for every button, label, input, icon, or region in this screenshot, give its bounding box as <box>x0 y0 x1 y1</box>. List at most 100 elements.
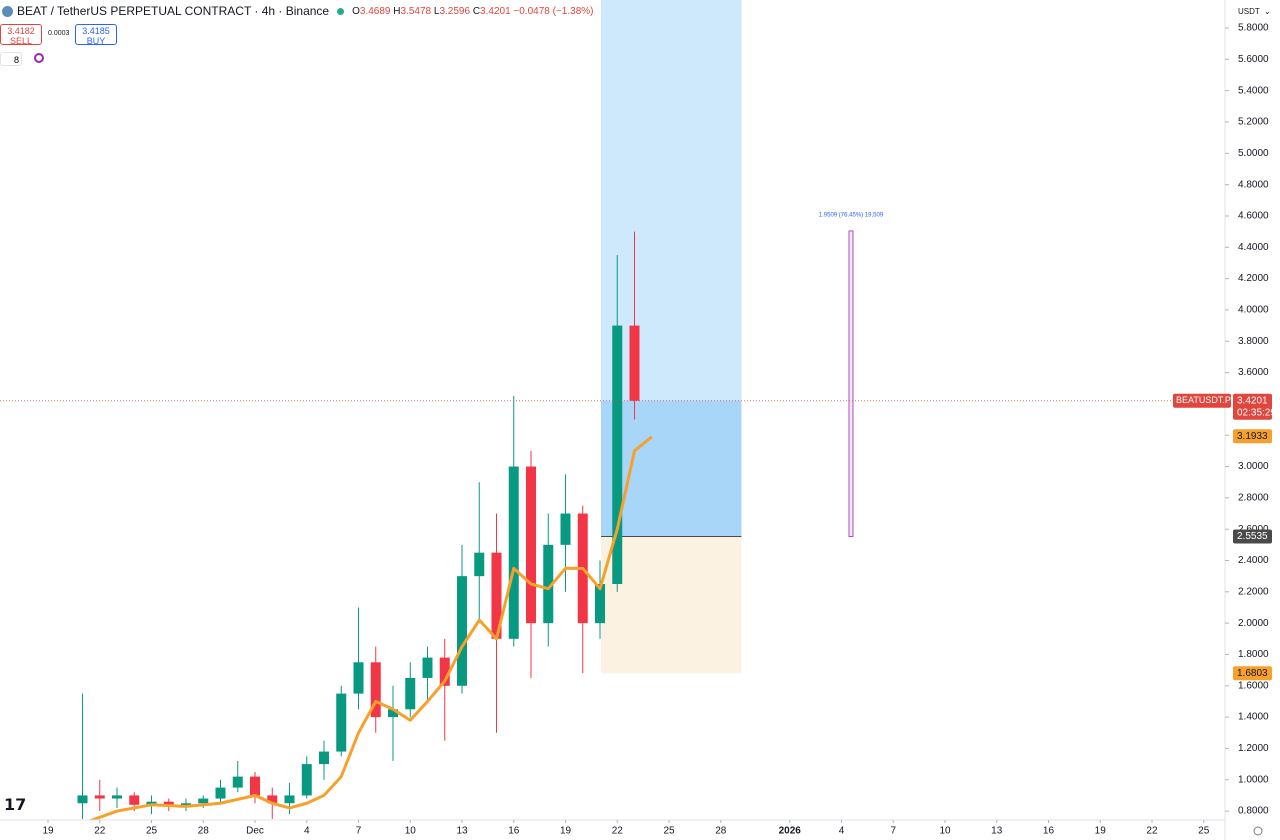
o-label: O <box>352 5 360 17</box>
buy-button[interactable]: 3.4185 BUY <box>75 24 117 46</box>
legend: BEAT / TetherUS PERPETUAL CONTRACT · 4h … <box>0 4 593 18</box>
change: −0.0478 (−1.38%) <box>513 5 594 17</box>
price-label: 1.6803 <box>1237 668 1268 679</box>
candle-body <box>491 552 502 639</box>
candle-body <box>129 795 140 805</box>
x-tick-label: 13 <box>456 826 468 837</box>
tv-logo: 𝟭𝟳 <box>4 797 26 814</box>
y-tick-label: 1.4000 <box>1238 712 1269 723</box>
countdown: 02:35:29 <box>1237 407 1276 418</box>
price-label-box <box>1233 529 1272 544</box>
candle-body <box>370 662 381 718</box>
measure-bar <box>848 230 854 537</box>
candle-body <box>284 795 295 804</box>
y-tick-label: 4.4000 <box>1238 242 1269 253</box>
x-tick-label: 22 <box>1146 826 1158 837</box>
y-tick-label: 5.2000 <box>1238 117 1269 128</box>
spread: 0.0003 <box>48 30 70 37</box>
h-value: 3.5478 <box>400 5 432 17</box>
y-tick-label: 1.2000 <box>1238 743 1269 754</box>
x-tick-label: 16 <box>508 826 520 837</box>
open-profit-zone <box>601 400 742 537</box>
indicators-toggle[interactable]: 8 <box>0 52 22 66</box>
y-tick-label: 5.0000 <box>1238 148 1269 159</box>
refresh-icon[interactable] <box>34 53 44 63</box>
candle-body <box>319 751 330 765</box>
x-tick-label: 2026 <box>779 826 802 837</box>
y-tick-label: 4.6000 <box>1238 211 1269 222</box>
candle-body <box>232 776 243 788</box>
candle-body <box>629 325 640 401</box>
candle-body <box>198 798 209 804</box>
candle-body <box>250 776 261 796</box>
c-value: 3.4201 <box>480 5 511 17</box>
sell-label: SELL <box>9 36 33 46</box>
x-tick-label: 10 <box>939 826 951 837</box>
candle-body <box>163 801 174 807</box>
x-tick-label: 4 <box>304 826 310 837</box>
x-tick-label: 10 <box>405 826 417 837</box>
x-tick-label: 19 <box>1095 826 1107 837</box>
y-tick-label: 0.8000 <box>1238 806 1269 817</box>
y-tick-label: 1.6000 <box>1238 680 1269 691</box>
l-value: 3.2596 <box>439 5 471 17</box>
l-label: L <box>433 5 440 17</box>
candle-body <box>77 795 88 804</box>
x-tick-label: Dec <box>246 826 264 837</box>
x-tick-label: 25 <box>1198 826 1210 837</box>
y-tick-label: 4.8000 <box>1238 179 1269 190</box>
currency[interactable]: USDT <box>1238 7 1260 16</box>
candle-body <box>457 576 468 686</box>
plot: 1.9509 (76.45%) 19,509 <box>77 0 884 820</box>
c-label: C <box>472 5 481 17</box>
x-tick-label: 25 <box>663 826 675 837</box>
sell-button[interactable]: 3.4182 SELL <box>0 24 42 46</box>
y-tick-label: 2.6000 <box>1238 524 1269 535</box>
x-tick-label: 16 <box>1043 826 1055 837</box>
y-tick-label: 2.8000 <box>1238 492 1269 503</box>
moving-average <box>88 435 653 820</box>
x-tick-label: 13 <box>991 826 1003 837</box>
candle-body <box>353 662 364 694</box>
candle-body <box>336 693 347 752</box>
candle-body <box>215 787 226 799</box>
price-label-box <box>1233 666 1272 681</box>
price-label: 2.5535 <box>1237 531 1268 542</box>
candle-body <box>439 657 450 686</box>
y-tick-label: 5.6000 <box>1238 54 1269 65</box>
y-tick-label: 3.0000 <box>1238 461 1269 472</box>
symbol[interactable]: BEAT / TetherUS PERPETUAL CONTRACT · 4h … <box>17 4 330 18</box>
currency-caret[interactable]: ⌄ <box>1264 7 1271 16</box>
price-label: 3.1933 <box>1237 431 1268 442</box>
y-tick-label: 1.0000 <box>1238 774 1269 785</box>
stop-zone <box>601 536 742 674</box>
settings-icon[interactable] <box>1253 826 1263 836</box>
candle-body <box>405 677 416 710</box>
candle-body <box>301 764 312 796</box>
x-tick-label: 4 <box>839 826 845 837</box>
y-tick-label: 5.4000 <box>1238 85 1269 96</box>
candle-body <box>560 513 571 545</box>
y-tick-label: 2.4000 <box>1238 555 1269 566</box>
sell-price: 3.4182 <box>7 26 35 36</box>
x-tick-label: 19 <box>560 826 572 837</box>
h-label: H <box>393 5 401 17</box>
candle-body <box>267 795 278 804</box>
candle-body <box>508 466 519 639</box>
target-zone <box>601 0 742 537</box>
buy-label: BUY <box>86 36 106 46</box>
x-tick-label: 28 <box>715 826 727 837</box>
candle-body <box>112 795 123 799</box>
o-value: 3.4689 <box>359 5 391 17</box>
y-tick-label: 3.6000 <box>1238 367 1269 378</box>
y-tick-label: 1.8000 <box>1238 649 1269 660</box>
candle-body <box>612 325 623 584</box>
candle-body <box>474 552 485 577</box>
y-tick-label: 2.2000 <box>1238 586 1269 597</box>
x-tick-label: 25 <box>146 826 158 837</box>
measure-label: 1.9509 (76.45%) 19,509 <box>819 213 884 219</box>
x-tick-label: 28 <box>198 826 210 837</box>
market-status <box>337 7 345 15</box>
